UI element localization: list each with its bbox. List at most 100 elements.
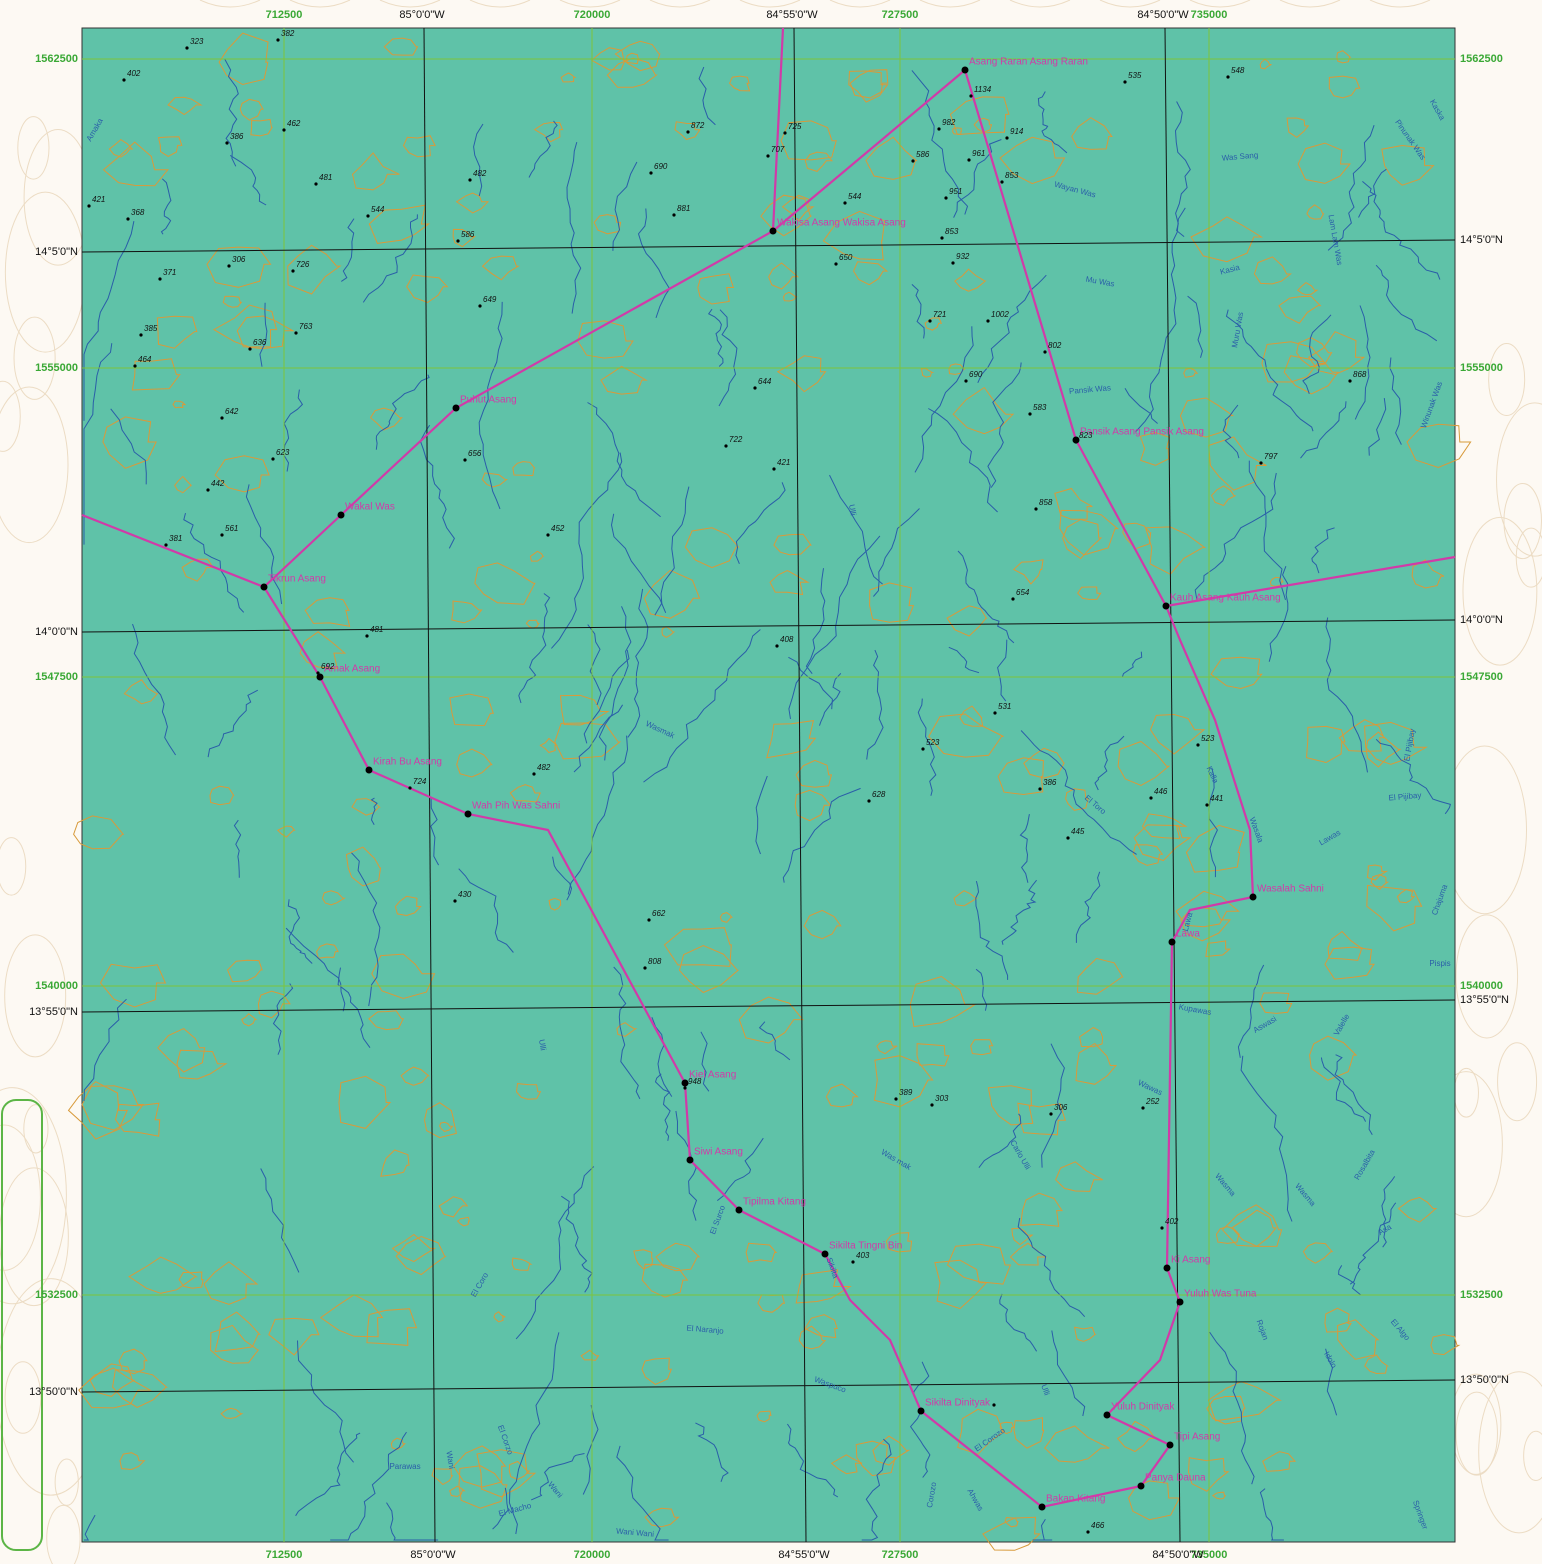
- spot-height: [158, 277, 162, 281]
- stream: [1001, 879, 1037, 945]
- spot-height: [772, 467, 776, 471]
- spot-height-label: 481: [370, 625, 383, 634]
- stream: [1349, 1202, 1397, 1285]
- contour: [953, 890, 979, 907]
- contour: [633, 1249, 654, 1270]
- contour: [114, 1102, 161, 1137]
- spot-height: [753, 386, 757, 390]
- stream: [735, 482, 786, 564]
- contour: [1023, 747, 1065, 779]
- contour: [1406, 423, 1472, 469]
- contour: [804, 1314, 838, 1339]
- spot-height-label: 690: [654, 162, 668, 171]
- stream: [1389, 357, 1402, 445]
- stream: [909, 1361, 931, 1478]
- contour: [451, 600, 483, 624]
- place-marker: [1162, 602, 1170, 610]
- contour: [1324, 1307, 1352, 1333]
- stream: [654, 486, 690, 616]
- stream: [132, 623, 177, 756]
- spot-height-label: 722: [729, 435, 743, 444]
- contour: [1116, 1420, 1157, 1453]
- spot-height: [291, 269, 295, 273]
- spot-height: [1123, 80, 1127, 84]
- contour: [674, 121, 701, 141]
- place-label: Yuluh Was Tuna: [1184, 1289, 1257, 1300]
- place-label: Ki Asang: [1171, 1255, 1210, 1266]
- contour: [222, 295, 243, 308]
- spot-height-label: 561: [225, 524, 238, 533]
- place-label: Wakal Was: [345, 502, 395, 513]
- stream: [1225, 309, 1314, 432]
- stream: [957, 550, 1015, 644]
- contour: [641, 1357, 673, 1385]
- spot-height: [683, 1086, 687, 1090]
- spot-height: [139, 333, 143, 337]
- place-marker: [917, 1407, 925, 1415]
- stream: [861, 1438, 892, 1541]
- spot-height-label: 914: [1010, 127, 1024, 136]
- bg-contour: [1279, 0, 1341, 8]
- stream: [651, 1017, 673, 1097]
- place-label: Kirah Bu Asang: [373, 757, 442, 768]
- stream: [587, 624, 602, 706]
- stream: [978, 1113, 1022, 1169]
- contour: [798, 1325, 827, 1350]
- contour: [1011, 1227, 1034, 1246]
- place-label: Yuluh Dinityak: [1111, 1402, 1175, 1413]
- stream: [1375, 264, 1438, 342]
- stream: [758, 1021, 791, 1061]
- spot-height: [1226, 75, 1230, 79]
- contour: [1187, 1457, 1230, 1492]
- spot-height-label: 636: [253, 338, 267, 347]
- spot-height: [992, 1403, 996, 1407]
- spot-height-label: 482: [473, 169, 487, 178]
- easting-label: 735000: [1191, 9, 1228, 21]
- contour: [1044, 1425, 1110, 1463]
- spot-height: [87, 204, 91, 208]
- place-marker: [1163, 1264, 1171, 1272]
- stream: [207, 689, 259, 758]
- bg-contour: [1369, 0, 1431, 8]
- stream: [1051, 1330, 1086, 1417]
- spot-height: [185, 46, 189, 50]
- contour: [1253, 256, 1292, 285]
- contour: [102, 141, 169, 187]
- contour: [982, 1516, 1041, 1551]
- stream: [1368, 398, 1387, 456]
- spot-height-label: 466: [1091, 1521, 1105, 1530]
- place-label: Lawa: [1176, 929, 1200, 940]
- stream: [610, 513, 667, 613]
- river-label: Pansik Was: [1069, 383, 1112, 396]
- spot-height: [365, 634, 369, 638]
- stream: [375, 374, 430, 450]
- spot-height: [164, 543, 168, 547]
- place-label: Sikilta Dinityak: [925, 1398, 991, 1409]
- spot-height-label: 881: [677, 204, 690, 213]
- spot-height-label: 853: [1005, 171, 1019, 180]
- spot-height: [546, 533, 550, 537]
- contour: [209, 785, 235, 806]
- easting-label: 712500: [266, 9, 303, 21]
- stream: [698, 66, 716, 126]
- contour: [593, 214, 622, 235]
- stream: [707, 308, 724, 367]
- contour: [456, 748, 493, 778]
- contour: [512, 461, 536, 477]
- stream: [598, 606, 632, 761]
- spot-height: [930, 1103, 934, 1107]
- contour: [128, 1256, 198, 1294]
- place-marker: [464, 810, 472, 818]
- contour: [1286, 117, 1310, 139]
- contour: [803, 909, 842, 940]
- spot-height: [1141, 1106, 1145, 1110]
- contour: [395, 1235, 447, 1276]
- stream: [953, 139, 1002, 218]
- bg-contour: [1455, 1391, 1498, 1476]
- bg-contour: [0, 380, 21, 452]
- latitude-label: 13°55'0"N: [29, 1006, 78, 1018]
- stream: [948, 646, 980, 674]
- contour: [1073, 1326, 1097, 1342]
- stream: [224, 59, 239, 167]
- contour: [822, 210, 886, 261]
